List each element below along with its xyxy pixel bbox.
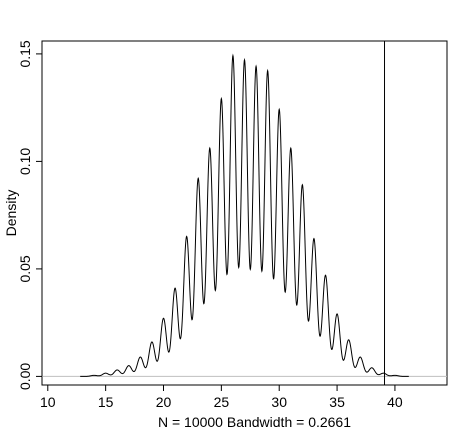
x-tick-label: 20 xyxy=(156,394,172,410)
x-tick-label: 25 xyxy=(214,394,230,410)
x-tick-label: 40 xyxy=(387,394,403,410)
x-axis-title: N = 10000 Bandwidth = 0.2661 xyxy=(158,414,351,430)
plot-frame xyxy=(41,40,448,386)
y-axis: 0.00 0.05 0.10 0.15 xyxy=(17,40,43,390)
x-axis: 10 15 20 25 30 35 40 xyxy=(40,384,403,410)
x-tick-label: 15 xyxy=(98,394,114,410)
x-tick-label: 35 xyxy=(329,394,345,410)
y-tick-label: 0.05 xyxy=(17,255,33,282)
x-tick-label: 10 xyxy=(40,394,56,410)
y-tick-label: 0.10 xyxy=(17,148,33,175)
x-tick-label: 30 xyxy=(271,394,287,410)
density-curve xyxy=(80,53,409,377)
y-tick-label: 0.15 xyxy=(17,40,33,67)
y-axis-title: Density xyxy=(3,190,19,237)
y-tick-label: 0.00 xyxy=(17,363,33,390)
